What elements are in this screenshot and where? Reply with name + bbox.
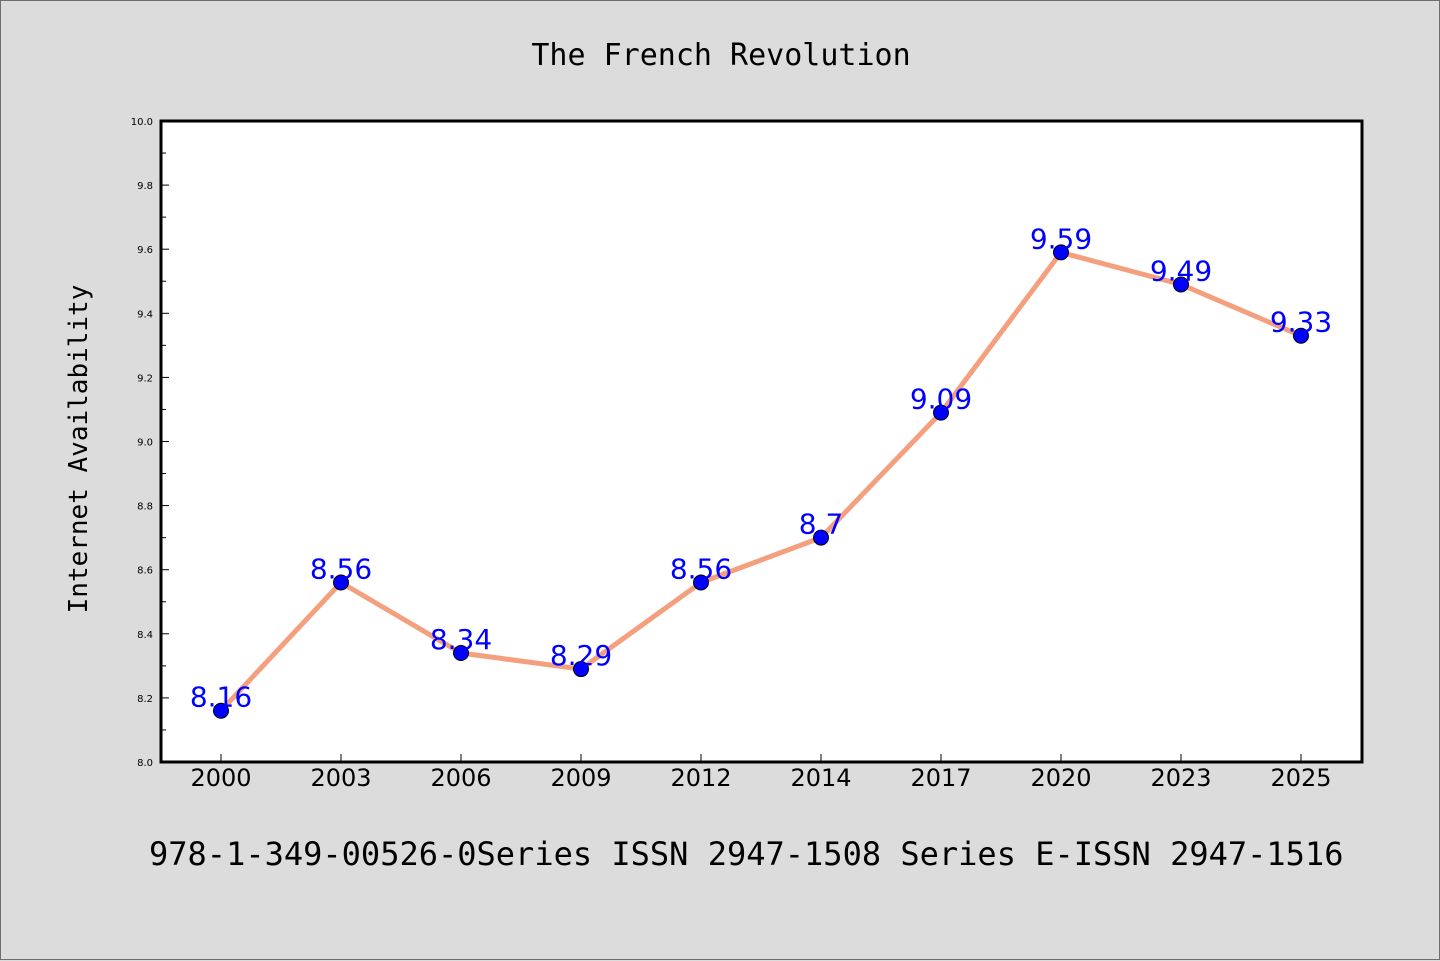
y-axis-label: Internet Availability <box>64 285 94 614</box>
y-tick-label: 8.2 <box>137 694 153 705</box>
plot-area <box>159 119 1364 764</box>
chart-title: The French Revolution <box>531 38 910 73</box>
y-tick-label: 10.0 <box>131 117 153 128</box>
x-tick-label: 2014 <box>790 764 851 792</box>
footer-isbn-text: 978-1-349-00526-0Series ISSN 2947-1508 S… <box>149 835 1343 873</box>
data-point <box>693 574 709 591</box>
y-tick-label: 9.4 <box>137 309 153 320</box>
data-point <box>1053 244 1069 261</box>
data-point <box>213 702 229 719</box>
x-tick-label: 2000 <box>190 764 251 792</box>
data-point <box>813 529 829 546</box>
series-layer: 8.16 8.56 8.34 8.29 8.56 8.7 9.09 9.59 9.49 9.33 <box>190 222 1332 719</box>
x-tick-label: 2009 <box>550 764 611 792</box>
data-label: 8.16 <box>190 681 252 714</box>
data-point <box>933 404 949 421</box>
y-tick-label: 9.0 <box>137 438 153 449</box>
series-line <box>219 249 1302 713</box>
x-tick-label: 2012 <box>670 764 731 792</box>
data-label: 9.49 <box>1150 254 1212 287</box>
x-tick-label: 2020 <box>1030 764 1091 792</box>
y-tick-label: 8.4 <box>137 630 153 641</box>
data-point <box>1293 327 1309 344</box>
data-label: 8.29 <box>550 639 612 672</box>
data-label: 9.09 <box>910 383 972 416</box>
y-tick-label: 8.6 <box>137 566 153 577</box>
y-tick-label: 9.8 <box>137 181 153 192</box>
data-label: 9.59 <box>1030 222 1092 255</box>
x-tick-label: 2006 <box>430 764 491 792</box>
x-tick-label: 2017 <box>910 764 971 792</box>
data-point <box>333 574 349 591</box>
y-tick-label: 8.0 <box>137 758 153 769</box>
data-label: 8.34 <box>430 623 492 656</box>
data-label: 8.56 <box>310 553 372 586</box>
y-axis: 8.0 8.2 8.4 8.6 8.8 9.0 9.2 9.4 9.6 9.8 10.0 <box>131 117 169 769</box>
y-tick-label: 9.2 <box>137 373 153 384</box>
x-tick-label: 2025 <box>1270 764 1331 792</box>
data-point <box>573 661 589 678</box>
y-tick-label: 9.6 <box>137 245 153 256</box>
data-label: 8.56 <box>670 553 732 586</box>
y-tick-label: 8.8 <box>137 502 153 513</box>
data-point <box>1173 276 1189 293</box>
data-label: 9.33 <box>1270 306 1332 339</box>
x-axis: 2000 2003 2006 2009 2012 2014 2017 2020 2023 2025 <box>190 754 1332 792</box>
x-tick-label: 2023 <box>1150 764 1211 792</box>
data-point <box>453 645 469 662</box>
x-tick-label: 2003 <box>310 764 371 792</box>
data-label: 8.7 <box>799 508 844 541</box>
